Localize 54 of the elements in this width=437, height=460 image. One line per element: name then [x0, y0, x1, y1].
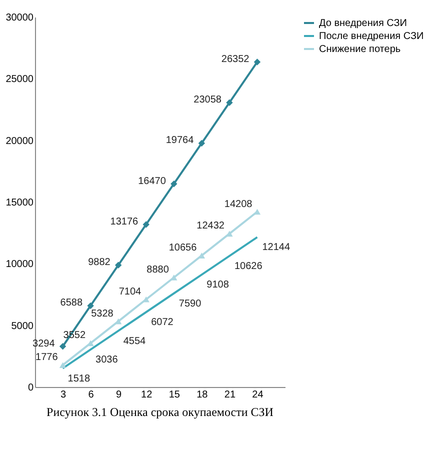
- data-label: 3294: [32, 338, 56, 350]
- data-label: 1518: [68, 373, 90, 384]
- y-tick-label: 15000: [6, 198, 34, 208]
- data-label: 10626: [234, 260, 263, 272]
- point: [87, 340, 94, 346]
- legend-label: До внедрения СЗИ: [319, 18, 407, 29]
- data-label: 7104: [118, 286, 142, 298]
- point: [226, 99, 233, 106]
- data-label: 8880: [146, 264, 170, 276]
- point: [87, 302, 94, 310]
- y-tick-label: 5000: [11, 320, 34, 332]
- data-label: 6072: [151, 317, 174, 328]
- point: [254, 58, 261, 66]
- data-label: 4554: [123, 336, 146, 347]
- x-tick-label: 9: [116, 390, 122, 400]
- data-label: 19764: [166, 135, 194, 146]
- data-label: 3036: [96, 354, 118, 366]
- legend-label: После внедрения СЗИ: [319, 31, 424, 42]
- data-label: 1776: [36, 352, 58, 364]
- x-tick-label: 15: [168, 390, 180, 400]
- data-label: 9882: [88, 257, 111, 268]
- point: [59, 362, 66, 368]
- data-label: 14208: [224, 198, 253, 210]
- y-tick-label: 30000: [6, 12, 34, 24]
- y-tick-label: 0: [28, 382, 34, 394]
- x-tick-label: 12: [141, 390, 153, 400]
- x-tick-label: 6: [88, 390, 94, 400]
- x-tick-label: 18: [196, 390, 208, 400]
- data-label: 16470: [138, 176, 166, 187]
- point: [170, 274, 178, 280]
- data-label: 5328: [91, 308, 114, 320]
- text: Рисунок 3.1 Оценка срока окупаемости СЗИ: [46, 405, 274, 419]
- point: [170, 180, 178, 188]
- y-tick-label: 25000: [6, 74, 34, 86]
- point: [226, 230, 233, 237]
- point: [142, 221, 150, 228]
- data-label: 12432: [196, 220, 225, 232]
- data-label: 12144: [262, 242, 290, 254]
- data-label: 6588: [60, 298, 83, 309]
- point: [59, 343, 66, 350]
- y-tick-label: 10000: [6, 259, 34, 270]
- point: [114, 262, 122, 268]
- point: [198, 140, 206, 147]
- x-tick-label: 24: [252, 390, 264, 400]
- data-label: 26352: [221, 54, 250, 65]
- legend-label: Снижение потерь: [319, 44, 401, 55]
- y-tick-label: 20000: [6, 136, 34, 147]
- data-label: 10656: [168, 242, 198, 254]
- data-label: 9108: [206, 280, 230, 291]
- data-label: 13176: [110, 216, 139, 228]
- x-tick-label: 21: [224, 390, 236, 400]
- data-label: 23058: [194, 94, 222, 106]
- data-label: 7590: [178, 298, 202, 310]
- x-tick-label: 3: [60, 390, 66, 400]
